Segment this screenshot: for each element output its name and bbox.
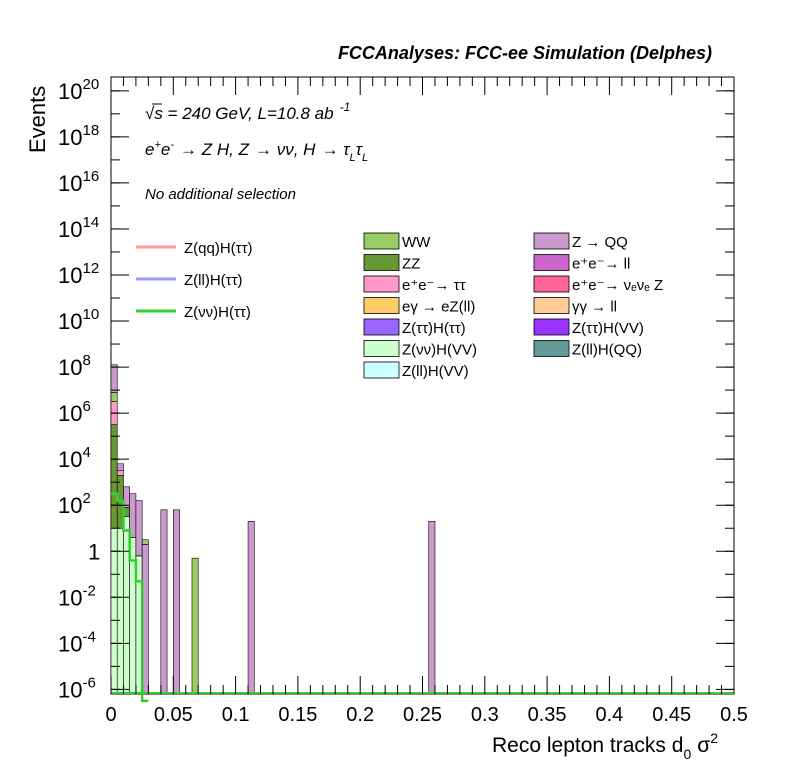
chart-title: FCCAnalyses: FCC-ee Simulation (Delphes) — [338, 43, 712, 63]
bar-4-1 — [135, 500, 143, 557]
y-tick-label-8: 104 — [58, 444, 91, 472]
x-tick-label-10: 0.5 — [720, 704, 748, 726]
y-tick-label-11: 10-2 — [58, 582, 96, 610]
legend-col1-swatch-6 — [363, 361, 400, 379]
y-tick-label-1: 1018 — [58, 122, 99, 150]
y-tick-label-13: 10-6 — [58, 674, 96, 702]
x-tick-label-4: 0.2 — [346, 704, 374, 726]
legend-col1-swatch-1 — [363, 254, 400, 271]
legend-col1-label-1: ZZ — [402, 256, 420, 273]
y-axis-label: Events — [25, 86, 50, 153]
x-tick-label-9: 0.45 — [652, 704, 691, 726]
legend-col2-label-3: γγ → ll — [572, 299, 617, 316]
legend-col2-label-5: Z(ll)H(QQ) — [572, 342, 642, 359]
y-axis-ticks: 1020 1018 1016 1014 1012 1010 108 106 104 102 1 10-… — [58, 76, 734, 702]
legend-col2-swatch-0 — [533, 232, 570, 250]
x-tick-label-6: 0.3 — [471, 704, 499, 726]
legend-col1-label-4: Z(ττ)H(ττ) — [402, 320, 466, 337]
bar-0-3 — [110, 424, 118, 529]
x-tick-label-7: 0.35 — [528, 704, 567, 726]
bar-0-6 — [110, 364, 118, 393]
x-tick-label-1: 0.05 — [154, 704, 193, 726]
y-tick-label-7: 106 — [58, 398, 91, 426]
signal-lines — [111, 492, 149, 703]
bar-8-0 — [191, 557, 199, 695]
legend-col1-swatch-4 — [363, 318, 400, 336]
process-label: e+e- → Z H, Z → νν, H → τLτL — [145, 139, 368, 164]
y-tick-label-10: 1 — [88, 539, 100, 564]
x-tick-label-2: 0.1 — [222, 704, 250, 726]
bar-6-0 — [160, 509, 168, 695]
bar-0-5 — [110, 392, 118, 402]
legend-col2-swatch-1 — [533, 254, 570, 271]
bar-7-0 — [173, 509, 180, 695]
legend-col2-label-1: e⁺e⁻→ ll — [572, 256, 630, 273]
legend-col2-swatch-3 — [533, 297, 570, 314]
x-axis-ticks: 0 0.05 0.1 0.15 0.2 0.25 0.3 0.35 0.4 0.45 0.5 — [105, 77, 748, 726]
legend-col1-label-5: Z(νν)H(VV) — [402, 342, 477, 359]
legend-col1-swatch-0 — [363, 232, 400, 250]
legend-col1-swatch-2 — [363, 275, 400, 293]
legend-col1-label-0: WW — [402, 234, 431, 251]
legend-line-label-0: Z(qq)H(ττ) — [184, 240, 253, 257]
legend-col1-label-3: eγ → eZ(ll) — [402, 299, 475, 316]
y-tick-label-4: 1012 — [58, 260, 99, 288]
legend-col2-label-0: Z → QQ — [572, 234, 628, 251]
plot-frame — [110, 76, 735, 695]
bar-5-1 — [141, 539, 149, 545]
legend-col2-label-2: e⁺e⁻→ νₑνₑ Z — [572, 277, 663, 294]
x-tick-label-8: 0.4 — [595, 704, 623, 726]
legend-col1-label-6: Z(ll)H(VV) — [402, 363, 469, 380]
y-tick-label-5: 1010 — [58, 306, 99, 334]
legend-col2-swatch-5 — [533, 340, 570, 357]
histogram-bars — [110, 364, 734, 695]
y-tick-label-6: 108 — [58, 352, 91, 380]
legend-line-label-2: Z(νν)H(ττ) — [184, 304, 251, 321]
legend-col1-label-2: e⁺e⁻→ ττ — [402, 277, 466, 294]
legend-line-label-1: Z(ll)H(ττ) — [184, 272, 243, 289]
bar-9-0 — [247, 521, 255, 695]
x-tick-label-3: 0.15 — [278, 704, 317, 726]
y-tick-label-0: 1020 — [58, 76, 99, 104]
y-tick-label-9: 102 — [58, 490, 91, 518]
legend: Z(qq)H(ττ) Z(ll)H(ττ) Z(νν)H(ττ) WW ZZ e⁺e⁻→ … — [136, 232, 663, 380]
signal-line-2 — [111, 492, 149, 703]
selection-label: No additional selection — [145, 186, 296, 203]
y-tick-label-3: 1014 — [58, 214, 99, 242]
x-axis-label: Reco lepton tracks d0 σ2 — [492, 730, 718, 762]
x-tick-label-0: 0 — [105, 704, 116, 726]
bar-10-0 — [428, 521, 436, 695]
legend-col2-label-4: Z(ττ)H(VV) — [572, 320, 644, 337]
x-tick-label-5: 0.25 — [403, 704, 442, 726]
legend-col1-swatch-5 — [363, 340, 400, 357]
energy-lumi-label: √s = 240 GeV, L=10.8 ab -1 — [145, 100, 350, 123]
bar-1-2 — [116, 470, 124, 476]
legend-col1-swatch-3 — [363, 297, 400, 314]
y-tick-label-2: 1016 — [58, 168, 99, 196]
bar-1-0 — [116, 527, 124, 695]
bar-1-3 — [116, 463, 124, 471]
legend-col2-swatch-4 — [533, 318, 570, 336]
y-tick-label-12: 10-4 — [58, 628, 96, 656]
bar-0-0 — [110, 527, 118, 695]
legend-col2-swatch-2 — [533, 275, 570, 293]
